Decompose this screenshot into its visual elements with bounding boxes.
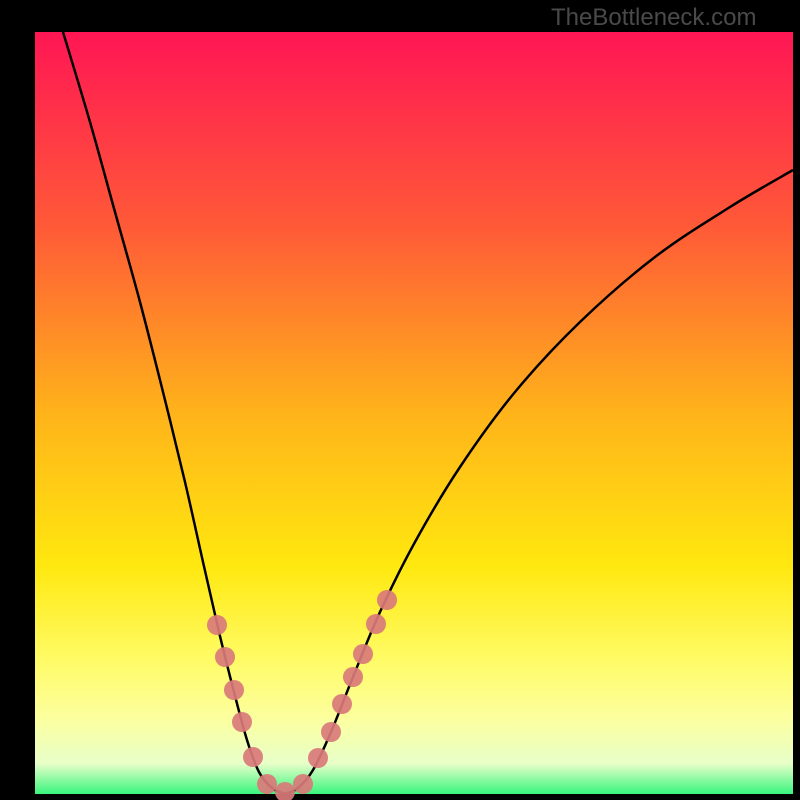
- data-point: [353, 644, 373, 664]
- data-point: [377, 590, 397, 610]
- data-point: [215, 647, 235, 667]
- data-point: [332, 694, 352, 714]
- data-point: [243, 747, 263, 767]
- data-point: [321, 722, 341, 742]
- data-point: [343, 667, 363, 687]
- data-point: [308, 748, 328, 768]
- data-point: [293, 774, 313, 794]
- chart-frame: TheBottleneck.com: [0, 0, 800, 800]
- data-point: [366, 614, 386, 634]
- curve-right-branch: [285, 170, 793, 794]
- data-point: [207, 615, 227, 635]
- data-point: [257, 774, 277, 794]
- chart-svg: [0, 0, 800, 800]
- data-point: [232, 712, 252, 732]
- data-point: [224, 680, 244, 700]
- curve-left-branch: [63, 32, 285, 794]
- data-point: [275, 782, 295, 800]
